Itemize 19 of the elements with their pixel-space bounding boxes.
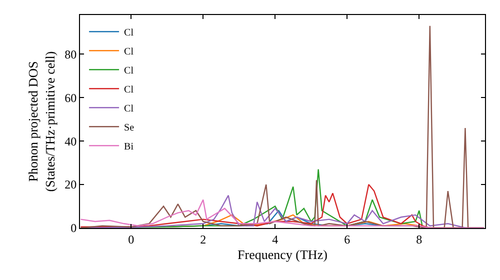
- legend-label: Cl: [124, 84, 134, 96]
- legend-label: Cl: [124, 28, 134, 39]
- y-tick-label: 40: [64, 134, 77, 148]
- y-tick-label: 80: [64, 47, 77, 62]
- legend-label: Se: [124, 122, 135, 134]
- y-tick-label: 0: [70, 221, 77, 236]
- y-tick-label: 20: [64, 178, 77, 192]
- legend-label: Cl: [124, 46, 134, 58]
- legend-label: Cl: [124, 104, 134, 115]
- x-tick-label: 6: [344, 232, 350, 246]
- x-axis-title: Frequency (THz): [238, 247, 328, 262]
- y-tick-label: 60: [64, 90, 77, 105]
- legend-label: Cl: [124, 66, 134, 77]
- x-tick-label: 4: [272, 232, 278, 246]
- x-tick-label: 2: [200, 232, 206, 246]
- y-axis-title: Phonon projected DOS (States/THz·primitive cell): [26, 51, 58, 192]
- legend-label: Bi: [124, 142, 134, 153]
- x-tick-label: 0: [128, 232, 134, 246]
- x-tick-label: 8: [416, 232, 422, 246]
